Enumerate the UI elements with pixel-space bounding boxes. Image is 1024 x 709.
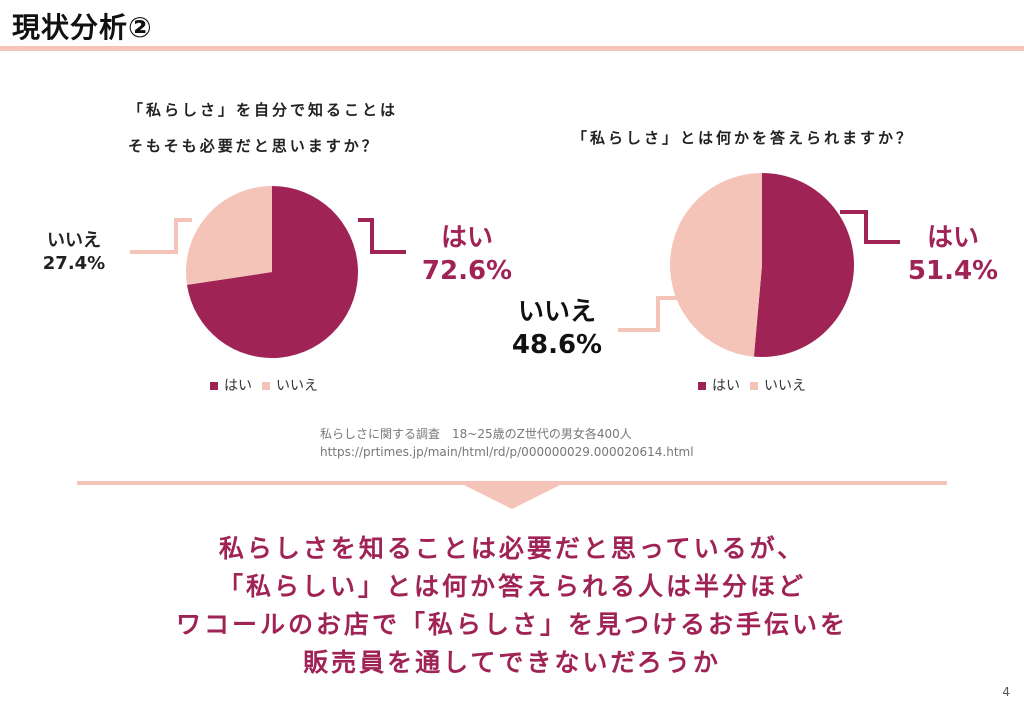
pie-slice-yes: [186, 186, 358, 358]
conclusion-line1: 私らしさを知ることは必要だと思っているが、: [218, 534, 806, 563]
chart1-no-name: いいえ: [47, 230, 101, 251]
chart1-question-line1: 「私らしさ」を自分で知ることは: [128, 101, 399, 119]
legend-swatch-yes: [210, 382, 218, 390]
chart2-yes-pct: 51.4%: [907, 255, 999, 286]
chart1-legend-yes-text: はい: [224, 378, 252, 394]
down-arrow-icon: [462, 484, 562, 509]
source-citation: 私らしさに関する調査 18~25歳のZ世代の男女各400人 https://pr…: [320, 425, 694, 461]
chart1-legend: はい いいえ: [210, 375, 318, 395]
pie-slice-no: [669, 173, 762, 357]
chart1-yes-leader: [358, 218, 406, 254]
chart1-no-leader: [130, 218, 192, 254]
chart1-yes-label: はい 72.6%: [412, 222, 522, 287]
chart1-yes-pct: 72.6%: [421, 255, 513, 286]
chart2-legend-yes: はい: [698, 375, 740, 395]
down-arrow-shape: [462, 484, 562, 509]
divider-line: [77, 481, 947, 485]
source-line2: https://prtimes.jp/main/html/rd/p/000000…: [320, 445, 694, 459]
conclusion-line3: ワコールのお店で「私らしさ」を見つけるお手伝いを: [175, 610, 848, 639]
chart1-pie: [130, 186, 406, 358]
legend-swatch-yes: [698, 382, 706, 390]
chart2-yes-name: はい: [926, 223, 979, 253]
chart1-question: 「私らしさ」を自分で知ることは そもそも必要だと思いますか？: [128, 92, 398, 164]
chart1-legend-yes: はい: [210, 375, 252, 395]
legend-swatch-no: [262, 382, 270, 390]
chart2-no-label: いいえ 48.6%: [502, 296, 612, 361]
conclusion-line2: 「私らしい」とは何か答えられる人は半分ほど: [217, 572, 806, 601]
chart2-question-line1: 「私らしさ」とは何かを答えられますか？: [572, 129, 915, 147]
chart2-legend-no: いいえ: [750, 375, 806, 395]
page-number: 4: [1002, 685, 1010, 699]
pie-slice-yes: [753, 173, 854, 357]
legend-swatch-no: [750, 382, 758, 390]
chart1-legend-no: いいえ: [262, 375, 318, 395]
chart1-no-label: いいえ 27.4%: [32, 230, 116, 275]
chart2-no-name: いいえ: [517, 297, 596, 327]
chart1-yes-name: はい: [440, 223, 493, 253]
chart2-yes-leader: [840, 210, 900, 244]
conclusion-line4: 販売員を通してできないだろうか: [303, 648, 721, 677]
chart2-no-pct: 48.6%: [511, 329, 603, 360]
chart2-no-leader: [618, 296, 692, 332]
chart2-legend-no-text: いいえ: [764, 378, 806, 394]
chart2-legend: はい いいえ: [698, 375, 806, 395]
pie-slice-no: [186, 186, 272, 285]
chart2-pie: [618, 173, 900, 357]
source-line1: 私らしさに関する調査 18~25歳のZ世代の男女各400人: [320, 427, 632, 441]
conclusion-text: 私らしさを知ることは必要だと思っているが、 「私らしい」とは何か答えられる人は半…: [0, 530, 1024, 682]
chart1-question-line2: そもそも必要だと思いますか？: [128, 137, 380, 155]
title-underline: [0, 46, 1024, 51]
chart2-yes-label: はい 51.4%: [898, 222, 1008, 287]
chart2-question: 「私らしさ」とは何かを答えられますか？: [572, 120, 914, 156]
chart2-legend-yes-text: はい: [712, 378, 740, 394]
page-title: 現状分析②: [12, 11, 153, 44]
chart1-legend-no-text: いいえ: [276, 378, 318, 394]
chart1-no-pct: 27.4%: [42, 252, 106, 274]
